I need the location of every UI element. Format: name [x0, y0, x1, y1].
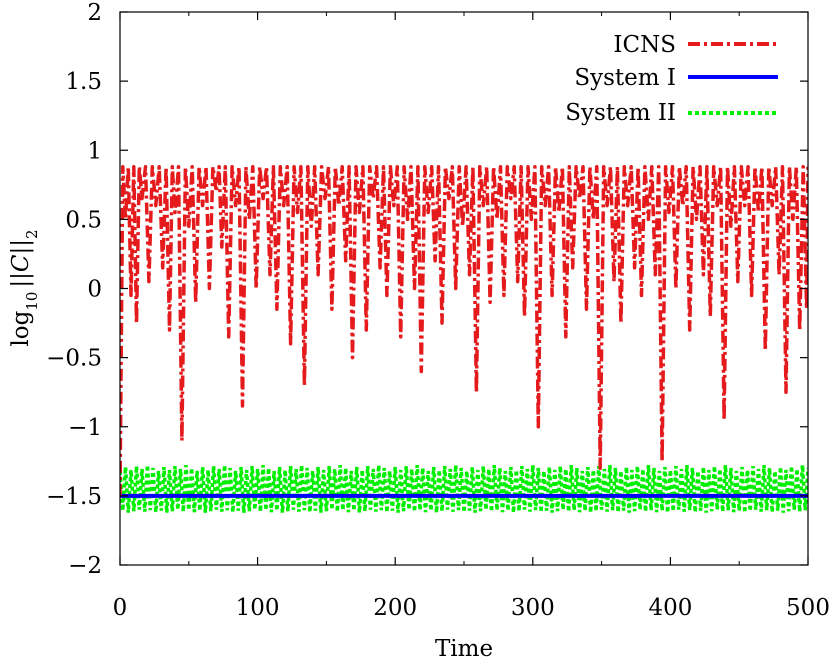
legend-label-system-ii: System II — [565, 100, 676, 126]
y-tick-label-6: 1 — [87, 138, 102, 164]
y-axis-title: log10||C||2 — [8, 229, 41, 346]
x-tick-label-200: 200 — [373, 595, 417, 621]
ticks-layer: 0 100 200 300 400 500 −2 −1.5 −1 −0.5 0 0.5 1 1.5 2 — [46, 0, 830, 621]
plot-frame — [119, 11, 809, 566]
legend-label-system-i: System I — [574, 65, 676, 91]
x-tick-label-300: 300 — [511, 595, 555, 621]
y-tick-label-4: 0 — [87, 277, 102, 303]
y-tick-label-0: −2 — [68, 553, 102, 579]
y-axis-title-norm-close: || — [8, 239, 34, 255]
y-axis-title-symbol: C — [8, 254, 34, 272]
y-tick-label-7: 1.5 — [65, 69, 102, 95]
y-axis-title-norm-sub: 2 — [23, 229, 41, 239]
x-tick-label-100: 100 — [236, 595, 280, 621]
series-layer — [120, 165, 808, 513]
legend: ICNS System I System II — [565, 32, 778, 126]
y-axis-title-base: log — [8, 310, 34, 346]
x-axis-title: Time — [435, 636, 493, 662]
y-tick-label-2: −1 — [68, 415, 102, 441]
y-tick-label-5: 0.5 — [65, 207, 102, 233]
y-tick-label-8: 2 — [87, 0, 102, 26]
y-axis-title-norm-open: || — [8, 272, 34, 288]
x-tick-label-400: 400 — [648, 595, 692, 621]
x-tick-label-500: 500 — [786, 595, 830, 621]
series-icns-line — [120, 165, 808, 496]
y-tick-label-3: −0.5 — [46, 346, 102, 372]
legend-label-icns: ICNS — [613, 32, 676, 58]
y-axis-title-sub: 10 — [23, 292, 41, 311]
x-tick-label-0: 0 — [113, 595, 128, 621]
y-tick-label-1: −1.5 — [46, 484, 102, 510]
